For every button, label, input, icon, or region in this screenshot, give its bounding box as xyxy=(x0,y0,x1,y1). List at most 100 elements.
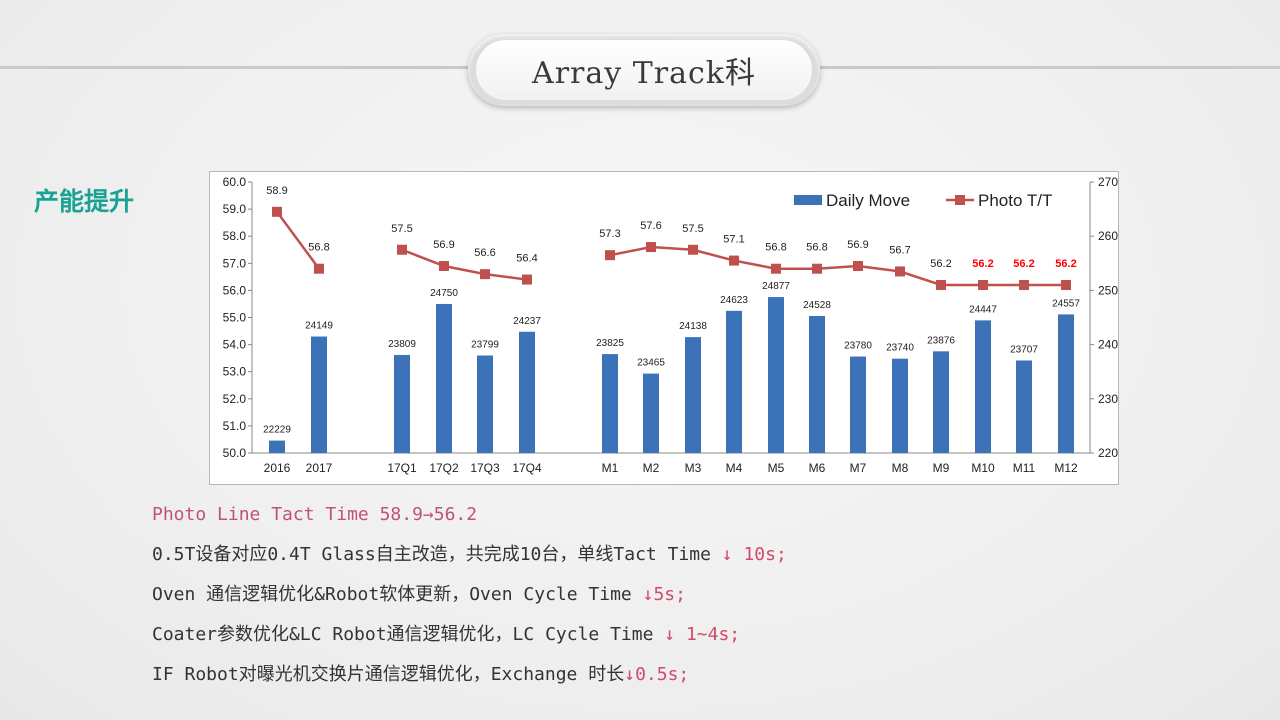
right-tick-label: 26000 xyxy=(1098,229,1118,243)
line-value-label: 56.9 xyxy=(847,239,868,251)
photo-tt-marker xyxy=(480,269,490,280)
bar-value-label: 24750 xyxy=(430,288,458,299)
category-label: M4 xyxy=(726,461,743,475)
left-tick-label: 55.0 xyxy=(223,311,247,325)
bar-daily-move xyxy=(850,356,866,453)
line-value-label: 56.2 xyxy=(930,258,951,270)
header-rule-left xyxy=(0,66,470,69)
bar-value-label: 24138 xyxy=(679,321,707,332)
bar-value-label: 23740 xyxy=(886,343,914,354)
left-tick-label: 59.0 xyxy=(223,202,247,216)
category-label: 17Q3 xyxy=(470,461,500,475)
category-label: 2016 xyxy=(264,461,291,475)
note-line-2: 0.5T设备对应0.4T Glass自主改造，共完成10台，单线Tact Tim… xyxy=(152,542,787,582)
combo-chart: 50.0 51.0 52.0 53.0 54.0 55.0 56.0 57.0 58.0 59.0… xyxy=(223,175,1118,475)
photo-tt-marker xyxy=(397,244,407,255)
line-value-label: 58.9 xyxy=(266,185,287,197)
legend-swatch-daily-move xyxy=(794,195,822,205)
photo-tt-marker xyxy=(688,244,698,255)
category-label: M8 xyxy=(892,461,909,475)
bar-value-label: 23465 xyxy=(637,358,665,369)
category-label: M1 xyxy=(602,461,619,475)
line-value-label: 56.8 xyxy=(806,242,827,254)
category-label: 2017 xyxy=(306,461,333,475)
note-line-4-text: Coater参数优化&LC Robot通信逻辑优化，LC Cycle Time xyxy=(152,624,665,645)
photo-tt-marker xyxy=(314,263,324,274)
left-tick-label: 57.0 xyxy=(223,256,247,270)
photo-tt-marker xyxy=(522,274,532,285)
bar-daily-move xyxy=(436,303,452,453)
header-rule-right xyxy=(818,66,1280,69)
note-line-2-highlight: ↓ 10s; xyxy=(721,544,787,565)
category-label: 17Q4 xyxy=(512,461,542,475)
line-value-label: 56.2 xyxy=(1013,258,1034,270)
line-value-label: 57.3 xyxy=(599,228,620,240)
legend-label-photo-tt: Photo T/T xyxy=(978,191,1052,210)
line-value-label: 56.4 xyxy=(516,253,537,265)
line-value-label: 57.5 xyxy=(391,223,412,235)
bar-daily-move xyxy=(643,373,659,453)
bar-value-label: 24149 xyxy=(305,321,333,332)
line-value-label: 56.2 xyxy=(1055,258,1076,270)
note-line-3-text: Oven 通信逻辑优化&Robot软体更新，Oven Cycle Time xyxy=(152,584,643,605)
bar-value-label: 24237 xyxy=(513,316,541,327)
line-value-label: 57.6 xyxy=(640,220,661,232)
notes-list: Photo Line Tact Time 58.9→56.2 0.5T设备对应0… xyxy=(152,502,787,702)
line-value-label: 56.8 xyxy=(765,242,786,254)
bar-daily-move xyxy=(933,351,949,453)
bar-value-label: 23780 xyxy=(844,341,872,352)
line-value-label: 57.1 xyxy=(723,234,744,246)
line-value-label: 56.7 xyxy=(889,244,910,256)
left-tick-label: 54.0 xyxy=(223,338,247,352)
photo-tt-marker xyxy=(1019,279,1029,290)
note-line-5: IF Robot对曝光机交换片通信逻辑优化，Exchange 时长↓0.5s; xyxy=(152,662,787,702)
bar-value-label: 24528 xyxy=(803,300,831,311)
note-line-1: Photo Line Tact Time 58.9→56.2 xyxy=(152,504,478,525)
photo-tt-marker xyxy=(853,261,863,272)
category-label: M9 xyxy=(933,461,950,475)
chart-panel: 50.0 51.0 52.0 53.0 54.0 55.0 56.0 57.0 58.0 59.0… xyxy=(209,171,1119,485)
bar-daily-move xyxy=(1058,314,1074,453)
photo-tt-marker xyxy=(936,279,946,290)
note-line-5-text: IF Robot对曝光机交换片通信逻辑优化，Exchange 时长 xyxy=(152,664,625,685)
note-line-5-highlight: ↓0.5s; xyxy=(624,664,690,685)
bar-daily-move xyxy=(809,315,825,453)
legend-marker-photo-tt xyxy=(955,195,965,205)
left-tick-label: 58.0 xyxy=(223,229,247,243)
legend-label-daily-move: Daily Move xyxy=(826,191,910,210)
bar-daily-move xyxy=(311,336,327,453)
photo-tt-marker xyxy=(605,250,615,261)
category-label: M5 xyxy=(768,461,785,475)
bar-daily-move xyxy=(519,331,535,453)
bar-daily-move xyxy=(768,297,784,453)
note-line-4: Coater参数优化&LC Robot通信逻辑优化，LC Cycle Time … xyxy=(152,622,787,662)
note-line-2-text: 0.5T设备对应0.4T Glass自主改造，共完成10台，单线Tact Tim… xyxy=(152,544,722,565)
line-value-label: 56.6 xyxy=(474,247,495,259)
left-tick-label: 50.0 xyxy=(223,446,247,460)
line-value-label: 56.9 xyxy=(433,239,454,251)
photo-tt-marker xyxy=(771,263,781,274)
bar-value-label: 23707 xyxy=(1010,344,1038,355)
line-value-label: 56.2 xyxy=(972,258,993,270)
photo-tt-marker xyxy=(272,206,282,217)
bar-daily-move xyxy=(726,310,742,453)
right-tick-label: 22000 xyxy=(1098,446,1118,460)
bar-value-label: 24877 xyxy=(762,281,790,292)
left-tick-label: 51.0 xyxy=(223,419,247,433)
photo-tt-marker xyxy=(646,242,656,253)
photo-tt-line xyxy=(609,245,1066,287)
category-label: M12 xyxy=(1054,461,1078,475)
right-tick-label: 27000 xyxy=(1098,175,1118,189)
category-label: M7 xyxy=(850,461,867,475)
bar-value-label: 23809 xyxy=(388,339,416,350)
bar-daily-move xyxy=(602,354,618,453)
bar-value-label: 23876 xyxy=(927,335,955,346)
left-tick-label: 53.0 xyxy=(223,365,247,379)
line-value-label: 57.5 xyxy=(682,223,703,235)
bar-value-label: 24447 xyxy=(969,304,997,315)
bar-value-label: 23799 xyxy=(471,339,499,350)
note-line-4-highlight: ↓ 1~4s; xyxy=(664,624,741,645)
category-label: 17Q2 xyxy=(429,461,459,475)
left-tick-label: 56.0 xyxy=(223,283,247,297)
bar-value-label: 24623 xyxy=(720,295,748,306)
